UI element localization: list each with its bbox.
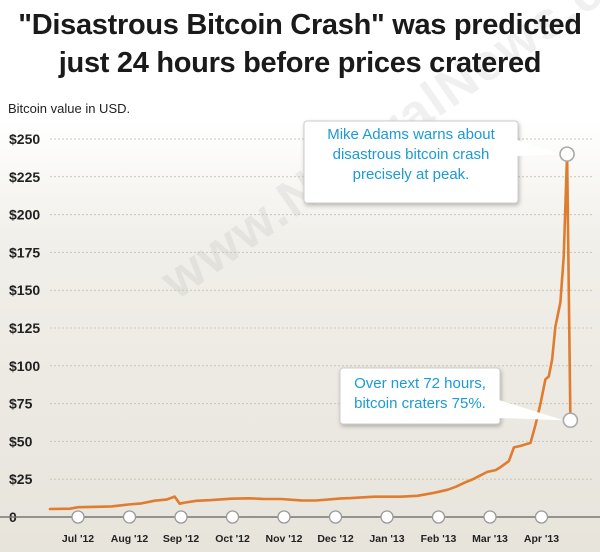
peak-callout-line-3: precisely at peak. xyxy=(352,166,470,183)
x-tick-label-8: Mar '13 xyxy=(472,533,508,545)
peak-callout-box xyxy=(303,120,519,204)
peak-callout-line-1: Mike Adams warns about xyxy=(327,126,495,143)
y-tick-label-6: $150 xyxy=(9,282,40,298)
x-tick-marker-7 xyxy=(431,510,446,524)
x-tick-label-1: Aug '12 xyxy=(111,533,149,545)
x-tick-marker-0 xyxy=(71,510,85,524)
peak-marker xyxy=(559,146,575,162)
x-tick-marker-4 xyxy=(277,510,291,524)
crash-callout-box xyxy=(339,367,501,425)
peak-callout-text: Mike Adams warns about disastrous bitcoi… xyxy=(304,125,518,185)
crash-marker xyxy=(562,412,579,429)
crash-callout-text: Over next 72 hours, bitcoin craters 75%. xyxy=(344,374,496,414)
x-tick-marker-1 xyxy=(122,510,137,524)
y-tick-label-4: $100 xyxy=(9,358,40,374)
x-tick-marker-2 xyxy=(174,510,188,524)
x-tick-label-9: Apr '13 xyxy=(524,533,559,545)
x-tick-marker-8 xyxy=(483,510,497,524)
y-tick-label-8: $200 xyxy=(9,207,40,223)
y-tick-label-5: $125 xyxy=(9,320,40,336)
peak-callout-pointer xyxy=(517,140,562,156)
y-tick-label-1: $25 xyxy=(9,471,33,487)
x-tick-label-6: Jan '13 xyxy=(369,533,404,545)
y-tick-label-2: $50 xyxy=(9,433,33,449)
crash-callout-line-1: Over next 72 hours, xyxy=(354,375,486,392)
crash-callout-line-2: bitcoin craters 75%. xyxy=(354,395,486,412)
x-tick-marker-5 xyxy=(328,510,343,524)
y-tick-label-3: $75 xyxy=(9,396,33,412)
chart-title: "Disastrous Bitcoin Crash" was predicted… xyxy=(0,6,600,82)
series-line-bitcoin xyxy=(48,152,572,511)
chart-title-line-1: "Disastrous Bitcoin Crash" was predicted xyxy=(18,9,582,41)
x-tick-label-0: Jul '12 xyxy=(62,533,94,545)
x-tick-label-5: Dec '12 xyxy=(317,533,354,545)
y-tick-label-9: $225 xyxy=(9,169,40,185)
x-tick-label-7: Feb '13 xyxy=(421,533,457,545)
x-tick-marker-6 xyxy=(380,510,394,524)
crash-callout-pointer xyxy=(499,400,564,421)
y-tick-label-10: $250 xyxy=(9,131,40,147)
x-tick-marker-9 xyxy=(534,510,549,524)
x-tick-label-2: Sep '12 xyxy=(163,533,200,545)
chart-title-line-2: just 24 hours before prices cratered xyxy=(58,47,542,79)
x-tick-marker-3 xyxy=(225,510,240,524)
x-tick-label-4: Nov '12 xyxy=(266,533,303,545)
peak-callout-line-2: disastrous bitcoin crash xyxy=(332,146,490,163)
y-tick-label-7: $175 xyxy=(9,244,40,260)
y-axis-label: Bitcoin value in USD. xyxy=(8,101,131,116)
x-tick-label-3: Oct '12 xyxy=(215,533,250,545)
